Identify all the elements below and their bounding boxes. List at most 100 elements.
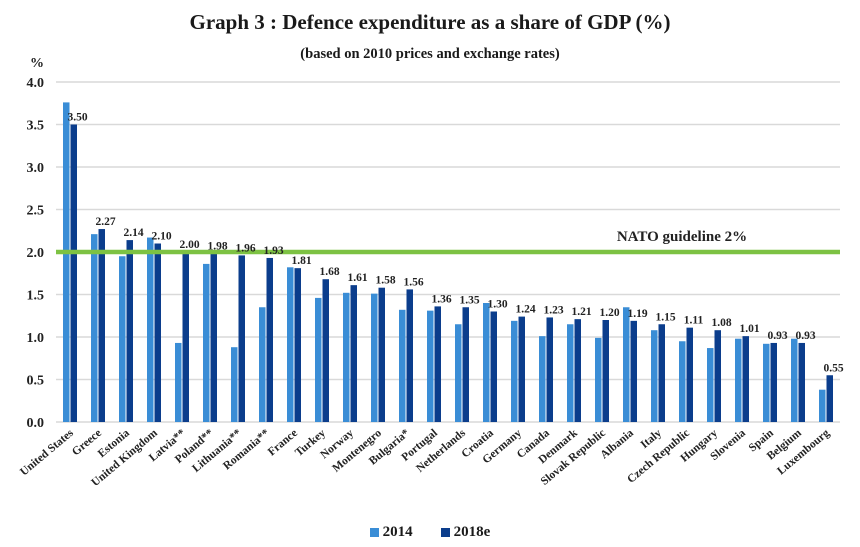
bar-2018e-greece xyxy=(98,229,105,422)
data-label: 1.68 xyxy=(319,266,339,278)
data-labels: 3.50 2.27 2.14 2.10 2.00 1.98 1.96 1.93 1.81 1.68… xyxy=(67,112,843,375)
bar-2014-united-kingdom xyxy=(147,237,154,422)
bar-2014-france xyxy=(287,267,294,422)
data-label: 1.96 xyxy=(235,242,255,254)
bar-2014-croatia xyxy=(483,303,490,422)
bar-2014-slovak-republic xyxy=(595,337,602,422)
bar-2014-albania xyxy=(623,307,630,422)
bar-2014-germany xyxy=(511,320,518,422)
data-label: 1.19 xyxy=(627,308,647,320)
bar-2014-denmark xyxy=(567,324,574,422)
data-label: 3.50 xyxy=(67,112,87,124)
bar-2014-montenegro xyxy=(371,293,378,422)
bar-2014-czech-republic xyxy=(679,341,686,422)
bar-2014-romania- xyxy=(259,307,266,422)
bar-2018e-montenegro xyxy=(378,287,385,422)
data-label: 1.11 xyxy=(684,315,704,327)
data-label: 1.15 xyxy=(655,311,675,323)
data-label: 1.36 xyxy=(431,293,451,305)
bar-2014-hungary xyxy=(707,348,714,422)
bar-2018e-spain xyxy=(770,342,777,422)
nato-guideline-label: NATO guideline 2% xyxy=(617,229,747,245)
data-label: 2.00 xyxy=(179,239,199,251)
legend-item-2014: 2014 xyxy=(369,524,413,541)
data-label: 1.58 xyxy=(375,275,395,287)
data-label: 1.20 xyxy=(599,307,619,319)
bar-2014-united-states xyxy=(63,102,70,423)
bar-2018e-estonia xyxy=(126,240,133,422)
x-tick-label: France xyxy=(266,427,300,458)
bar-2018e-slovenia xyxy=(742,336,749,422)
bar-2014-slovenia xyxy=(735,338,742,422)
chart-subtitle: (based on 2010 prices and exchange rates… xyxy=(300,46,560,62)
data-label: 1.23 xyxy=(543,304,563,316)
chart-title: Graph 3 : Defence expenditure as a share… xyxy=(189,10,671,34)
bar-2018e-hungary xyxy=(714,330,721,422)
bar-2014-luxembourg xyxy=(819,389,826,422)
y-tick-label: 3.0 xyxy=(27,161,45,176)
bar-2014-netherlands xyxy=(455,324,462,422)
bar-2018e-france xyxy=(294,268,301,422)
data-label: 1.24 xyxy=(515,304,535,316)
y-tick-label: 3.5 xyxy=(27,119,45,134)
reference-line-group: NATO guideline 2% xyxy=(56,229,840,255)
y-tick-label: 4.0 xyxy=(27,76,45,91)
bar-2018e-belgium xyxy=(798,342,805,422)
data-label: 0.93 xyxy=(767,330,787,342)
bar-2014-canada xyxy=(539,336,546,422)
bar-2014-turkey xyxy=(315,297,322,422)
y-tick-label: 1.5 xyxy=(27,289,45,304)
bar-2014-italy xyxy=(651,330,658,422)
y-tick-label: 1.0 xyxy=(27,331,45,346)
bar-2018e-croatia xyxy=(490,311,497,422)
legend: 2014 2018e xyxy=(0,524,860,541)
y-tick-label: 2.5 xyxy=(27,204,45,219)
data-label: 1.08 xyxy=(711,317,731,329)
y-tick-label: 0.0 xyxy=(27,416,45,431)
data-label: 0.93 xyxy=(795,330,815,342)
legend-label-2018e: 2018e xyxy=(453,524,491,540)
bar-2018e-bulgaria- xyxy=(406,289,413,422)
data-label: 1.01 xyxy=(739,323,759,335)
data-label: 1.98 xyxy=(207,241,227,253)
bar-2014-belgium xyxy=(791,338,798,422)
bars xyxy=(63,102,833,423)
data-label: 1.56 xyxy=(403,276,423,288)
data-label: 1.93 xyxy=(263,245,283,257)
bar-2018e-united-kingdom xyxy=(154,243,161,422)
bar-2018e-latvia- xyxy=(182,252,189,422)
bar-2018e-united-states xyxy=(70,124,77,422)
data-label: 1.61 xyxy=(347,272,367,284)
bar-2014-greece xyxy=(91,234,98,422)
y-axis-unit-label: % xyxy=(30,56,44,71)
bar-2018e-luxembourg xyxy=(826,375,833,422)
bar-2014-estonia xyxy=(119,256,126,422)
y-tick-label: 2.0 xyxy=(27,246,45,261)
bar-2018e-norway xyxy=(350,285,357,422)
bar-2018e-romania- xyxy=(266,257,273,422)
bar-2014-norway xyxy=(343,292,350,422)
data-label: 0.55 xyxy=(823,362,843,374)
x-tick-label: United States xyxy=(18,427,76,479)
bar-2018e-netherlands xyxy=(462,307,469,422)
data-label: 2.10 xyxy=(151,231,171,243)
bar-2018e-slovak-republic xyxy=(602,320,609,422)
legend-label-2014: 2014 xyxy=(382,524,413,540)
data-label: 1.30 xyxy=(487,299,507,311)
bar-2018e-albania xyxy=(630,320,637,422)
bar-2018e-denmark xyxy=(574,319,581,422)
legend-item-2018e: 2018e xyxy=(440,524,491,541)
bar-2014-poland- xyxy=(203,263,210,422)
data-label: 2.14 xyxy=(123,227,143,239)
bar-2018e-lithuania- xyxy=(238,255,245,422)
bar-2014-lithuania- xyxy=(231,347,238,422)
bar-2018e-germany xyxy=(518,316,525,422)
y-tick-label: 0.5 xyxy=(27,374,45,389)
bar-2018e-poland- xyxy=(210,253,217,422)
bar-2014-bulgaria- xyxy=(399,309,406,422)
bar-2014-latvia- xyxy=(175,342,182,422)
bar-2018e-turkey xyxy=(322,279,329,422)
bar-2014-spain xyxy=(763,343,770,422)
